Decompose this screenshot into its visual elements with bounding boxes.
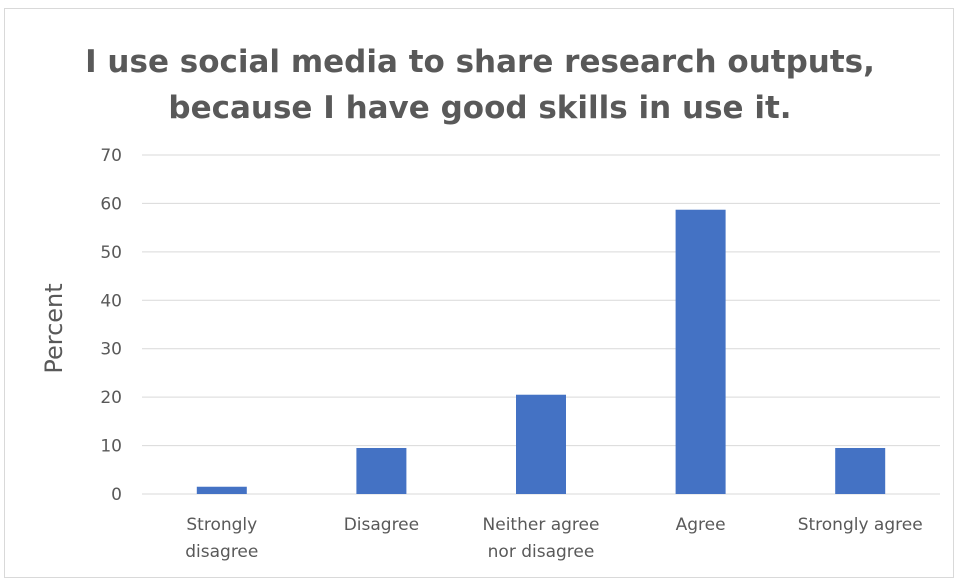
y-tick-label: 20 bbox=[100, 388, 122, 408]
y-tick-label: 0 bbox=[111, 485, 122, 505]
x-category-label: Disagree bbox=[344, 515, 419, 535]
bar bbox=[356, 447, 407, 494]
bar bbox=[196, 486, 247, 494]
x-category-label: disagree bbox=[185, 542, 258, 562]
y-tick-label: 70 bbox=[100, 146, 122, 166]
chart-title-line-1: I use social media to share research out… bbox=[85, 44, 875, 80]
y-tick-label: 30 bbox=[100, 340, 122, 360]
y-tick-label: 60 bbox=[100, 194, 122, 214]
y-tick-label: 50 bbox=[100, 243, 122, 263]
y-tick-label: 40 bbox=[100, 291, 122, 311]
x-category-label: nor disagree bbox=[488, 542, 595, 562]
y-tick-label: 10 bbox=[100, 437, 122, 457]
bar bbox=[675, 209, 726, 494]
chart-title-line-2: because I have good skills in use it. bbox=[168, 90, 792, 126]
x-category-label: Neither agree bbox=[483, 515, 600, 535]
x-category-label: Strongly agree bbox=[798, 515, 923, 535]
bar bbox=[516, 394, 566, 494]
x-category-label: Agree bbox=[676, 515, 726, 535]
bar bbox=[835, 447, 886, 494]
chart-frame: I use social media to share research out… bbox=[4, 8, 954, 578]
x-category-label: Strongly bbox=[186, 515, 257, 535]
chart-title: I use social media to share research out… bbox=[5, 39, 955, 131]
y-axis-title: Percent bbox=[40, 283, 68, 373]
